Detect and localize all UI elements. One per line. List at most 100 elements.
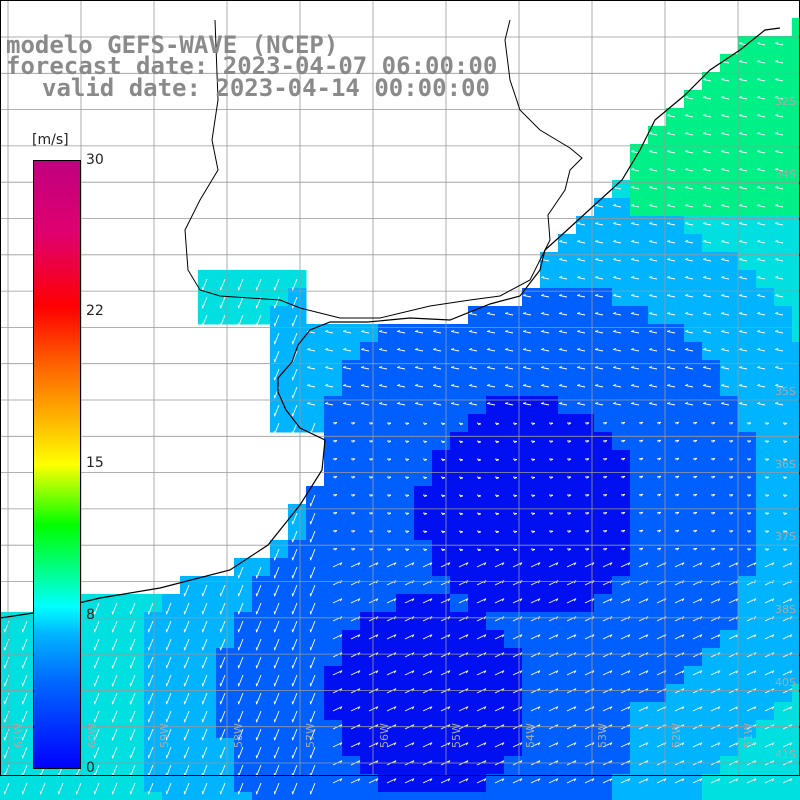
wind-arrow xyxy=(343,366,352,370)
wind-arrow-head xyxy=(645,742,649,746)
wind-arrow xyxy=(674,652,685,658)
wind-speed-cell xyxy=(774,90,793,109)
wind-arrow-head xyxy=(595,384,599,386)
wind-arrow xyxy=(566,562,577,568)
wind-arrow-head xyxy=(667,330,671,332)
wind-arrow xyxy=(638,670,649,676)
wind-arrow xyxy=(782,652,793,658)
wind-arrow xyxy=(728,688,739,694)
wind-arrow xyxy=(577,384,586,388)
wind-arrow xyxy=(368,652,379,658)
wind-arrow xyxy=(541,384,550,388)
wind-arrow-head xyxy=(649,312,653,314)
wind-arrow-head xyxy=(370,530,374,533)
wind-arrow-head xyxy=(513,477,518,480)
wind-arrow xyxy=(256,314,262,327)
wind-arrow xyxy=(620,670,631,676)
wind-arrow-head xyxy=(523,402,527,404)
wind-speed-cell xyxy=(774,54,793,73)
wind-arrow xyxy=(494,688,505,694)
wind-arrow xyxy=(307,402,316,406)
wind-speed-cell xyxy=(792,576,800,595)
wind-speed-cell xyxy=(720,396,739,415)
wind-arrow-head xyxy=(694,421,698,425)
wind-arrow xyxy=(674,670,685,676)
wind-arrow-head xyxy=(721,366,725,368)
wind-arrow-head xyxy=(730,476,734,479)
wind-speed-cell xyxy=(0,792,19,800)
wind-speed-cell xyxy=(702,180,721,199)
wind-speed-cell xyxy=(450,360,469,379)
wind-arrow-head xyxy=(721,150,725,152)
wind-speed-cell xyxy=(702,72,721,91)
wind-speed-cell xyxy=(630,252,649,271)
wind-speed-cell xyxy=(324,342,343,361)
wind-arrow xyxy=(451,366,460,370)
wind-arrow xyxy=(148,764,154,777)
wind-arrow xyxy=(274,296,280,309)
wind-arrow-head xyxy=(699,598,703,602)
wind-speed-cell xyxy=(756,144,775,163)
wind-arrow xyxy=(310,656,316,669)
wind-arrow-head xyxy=(415,402,419,404)
wind-arrow xyxy=(692,778,703,784)
wind-arrow-head xyxy=(667,348,671,350)
wind-arrow xyxy=(238,728,244,741)
wind-arrow xyxy=(238,710,244,723)
wind-arrow-head xyxy=(577,348,581,350)
wind-arrow-head xyxy=(622,548,626,551)
wind-speed-cell xyxy=(738,234,757,253)
wind-arrow-head xyxy=(433,330,437,332)
wind-arrow-head xyxy=(586,422,590,425)
wind-arrow-head xyxy=(586,494,590,497)
wind-arrow xyxy=(667,384,676,388)
wind-arrow xyxy=(728,634,739,640)
wind-arrow xyxy=(728,652,739,658)
wind-arrow-head xyxy=(649,294,653,296)
wind-speed-cell xyxy=(540,396,559,415)
wind-arrow xyxy=(757,222,766,226)
wind-arrow-head xyxy=(645,778,649,782)
wind-arrow xyxy=(238,746,244,759)
wind-arrow xyxy=(422,688,433,694)
wind-arrow xyxy=(238,296,244,309)
wind-arrow-head xyxy=(631,150,635,152)
wind-arrow xyxy=(256,710,262,723)
wind-speed-cell xyxy=(702,288,721,307)
wind-arrow xyxy=(739,384,748,388)
lat-label: 32S xyxy=(775,95,796,108)
wind-arrow xyxy=(238,620,244,633)
wind-arrow xyxy=(148,674,154,687)
wind-speed-cell xyxy=(720,288,739,307)
wind-arrow-head xyxy=(604,458,608,461)
wind-arrow xyxy=(584,670,595,676)
wind-arrow xyxy=(310,422,316,435)
wind-arrow-head xyxy=(627,562,631,566)
wind-arrow xyxy=(4,782,10,795)
wind-arrow-head xyxy=(640,493,644,497)
wind-arrow-head xyxy=(505,330,509,332)
wind-speed-cell xyxy=(522,360,541,379)
wind-arrow-head xyxy=(459,459,464,462)
wind-arrow-head xyxy=(397,384,401,386)
wind-arrow xyxy=(667,132,676,136)
wind-arrow-head xyxy=(591,670,595,674)
wind-arrow xyxy=(782,742,793,748)
wind-speed-cell xyxy=(126,792,145,800)
wind-arrow-head xyxy=(483,706,487,710)
wind-arrow-head xyxy=(513,549,518,552)
wind-speed-cell xyxy=(774,144,793,163)
wind-arrow xyxy=(166,602,172,615)
wind-arrow xyxy=(775,330,784,334)
wind-arrow xyxy=(782,706,793,712)
wind-arrow-head xyxy=(577,384,581,386)
wind-arrow xyxy=(613,294,622,298)
wind-arrow xyxy=(530,652,541,658)
wind-speed-cell xyxy=(774,126,793,145)
lat-label: 38S xyxy=(775,603,796,616)
valid-date: valid date: 2023-04-14 00:00:00 xyxy=(42,74,490,102)
wind-arrow-head xyxy=(595,294,599,296)
wind-arrow-head xyxy=(501,706,505,710)
wind-speed-cell xyxy=(792,36,800,55)
wind-speed-cell xyxy=(432,360,451,379)
